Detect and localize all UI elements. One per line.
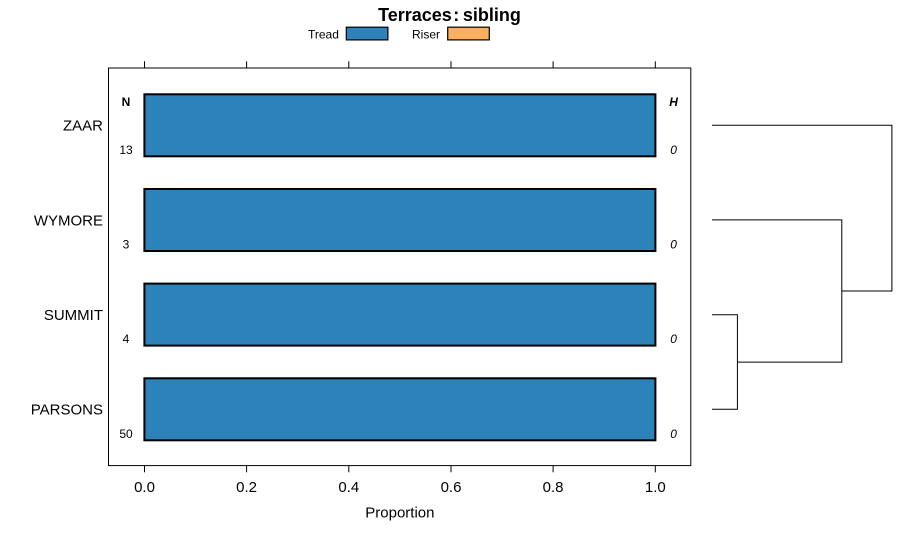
svg-text:50: 50 — [119, 427, 133, 441]
svg-text:0: 0 — [670, 332, 677, 346]
svg-text:Tread: Tread — [308, 27, 339, 41]
svg-text:4: 4 — [123, 332, 130, 346]
svg-text:N: N — [122, 95, 131, 109]
svg-text:0.0: 0.0 — [134, 479, 155, 496]
svg-text:Terraces : sibling: Terraces : sibling — [378, 5, 521, 25]
svg-text:0.6: 0.6 — [441, 479, 462, 496]
svg-text:Proportion: Proportion — [365, 505, 434, 522]
svg-text:0.4: 0.4 — [338, 479, 359, 496]
svg-text:ZAAR: ZAAR — [63, 118, 103, 135]
svg-text:H: H — [669, 95, 678, 109]
svg-text:0: 0 — [670, 238, 677, 252]
svg-text:13: 13 — [119, 143, 133, 157]
svg-text:1.0: 1.0 — [645, 479, 666, 496]
svg-text:PARSONS: PARSONS — [31, 402, 103, 419]
svg-text:SUMMIT: SUMMIT — [44, 307, 103, 324]
svg-text:0: 0 — [670, 427, 677, 441]
svg-text:0.2: 0.2 — [236, 479, 257, 496]
svg-text:Riser: Riser — [412, 27, 440, 41]
svg-text:3: 3 — [123, 238, 130, 252]
svg-text:WYMORE: WYMORE — [34, 212, 103, 229]
svg-text:0: 0 — [670, 143, 677, 157]
svg-text:0.8: 0.8 — [543, 479, 564, 496]
